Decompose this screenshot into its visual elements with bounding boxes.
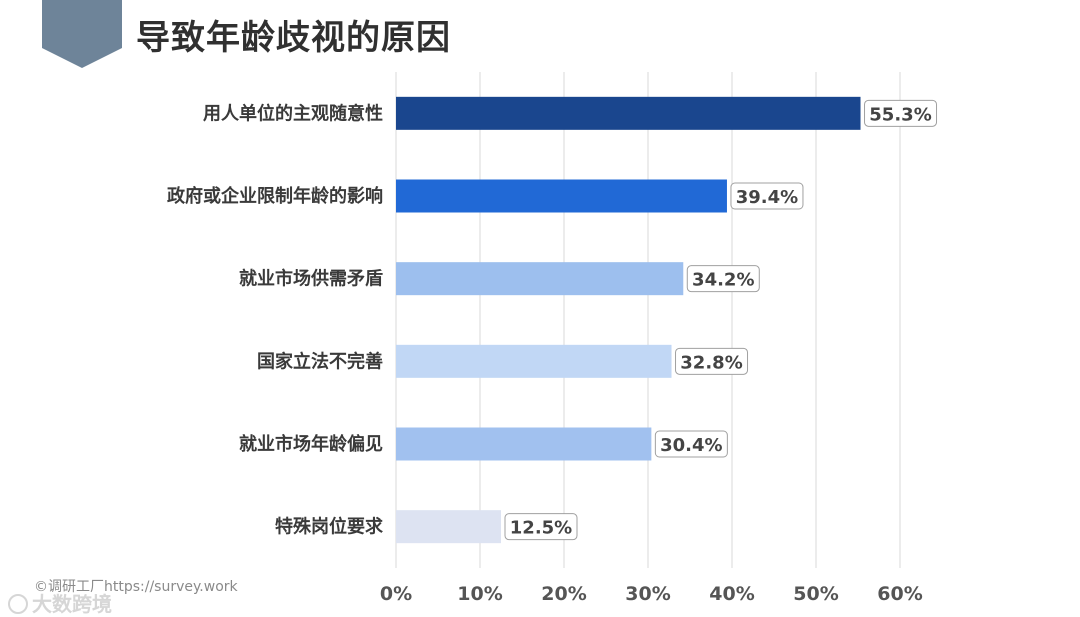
value-labels: 55.3% 39.4% 34.2% 32.8% 30.4% 12.5% [504,99,938,541]
title-badge-icon [42,0,122,68]
category-label: 用人单位的主观随意性 [203,102,383,124]
bars [396,96,861,544]
x-tick-label: 50% [793,583,838,605]
x-tick-label: 0% [380,583,412,605]
category-label: 特殊岗位要求 [275,516,384,538]
bar [396,344,672,378]
bar [396,96,861,130]
category-label: 就业市场供需矛盾 [239,268,383,290]
page-title: 导致年龄歧视的原因 [136,18,451,58]
value-label: 30.4% [660,435,722,456]
gridlines [395,72,901,568]
category-label: 国家立法不完善 [257,350,383,372]
bar [396,427,652,461]
category-label: 政府或企业限制年龄的影响 [167,185,383,207]
x-tick-label: 40% [709,583,754,605]
bar [396,262,684,296]
value-label-box [675,347,749,375]
value-label: 12.5% [510,518,572,539]
x-axis-tick-labels: 0% 10% 20% 30% 40% 50% 60% [380,583,923,605]
value-label-box [686,265,760,293]
value-label: 34.2% [692,270,754,291]
value-label-box [504,513,578,541]
x-tick-label: 20% [541,583,586,605]
category-labels: 用人单位的主观随意性政府或企业限制年龄的影响就业市场供需矛盾国家立法不完善就业市… [167,102,384,537]
value-label-box [730,182,804,210]
value-label-box [654,430,728,458]
bar [396,510,501,544]
watermark-logo-label: 大数跨境 [32,592,112,616]
value-label-box [864,99,938,127]
watermark-logo-icon [8,594,28,614]
watermark-text: ©调研工厂https://survey.work [34,579,238,595]
category-label: 就业市场年龄偏见 [239,433,383,455]
value-label: 55.3% [869,104,931,125]
x-tick-label: 60% [877,583,922,605]
watermark-logo: 大数跨境 [8,588,112,617]
value-label: 32.8% [680,352,742,373]
x-tick-label: 30% [625,583,670,605]
bar [396,179,727,213]
value-label: 39.4% [736,187,798,208]
x-tick-label: 10% [457,583,502,605]
